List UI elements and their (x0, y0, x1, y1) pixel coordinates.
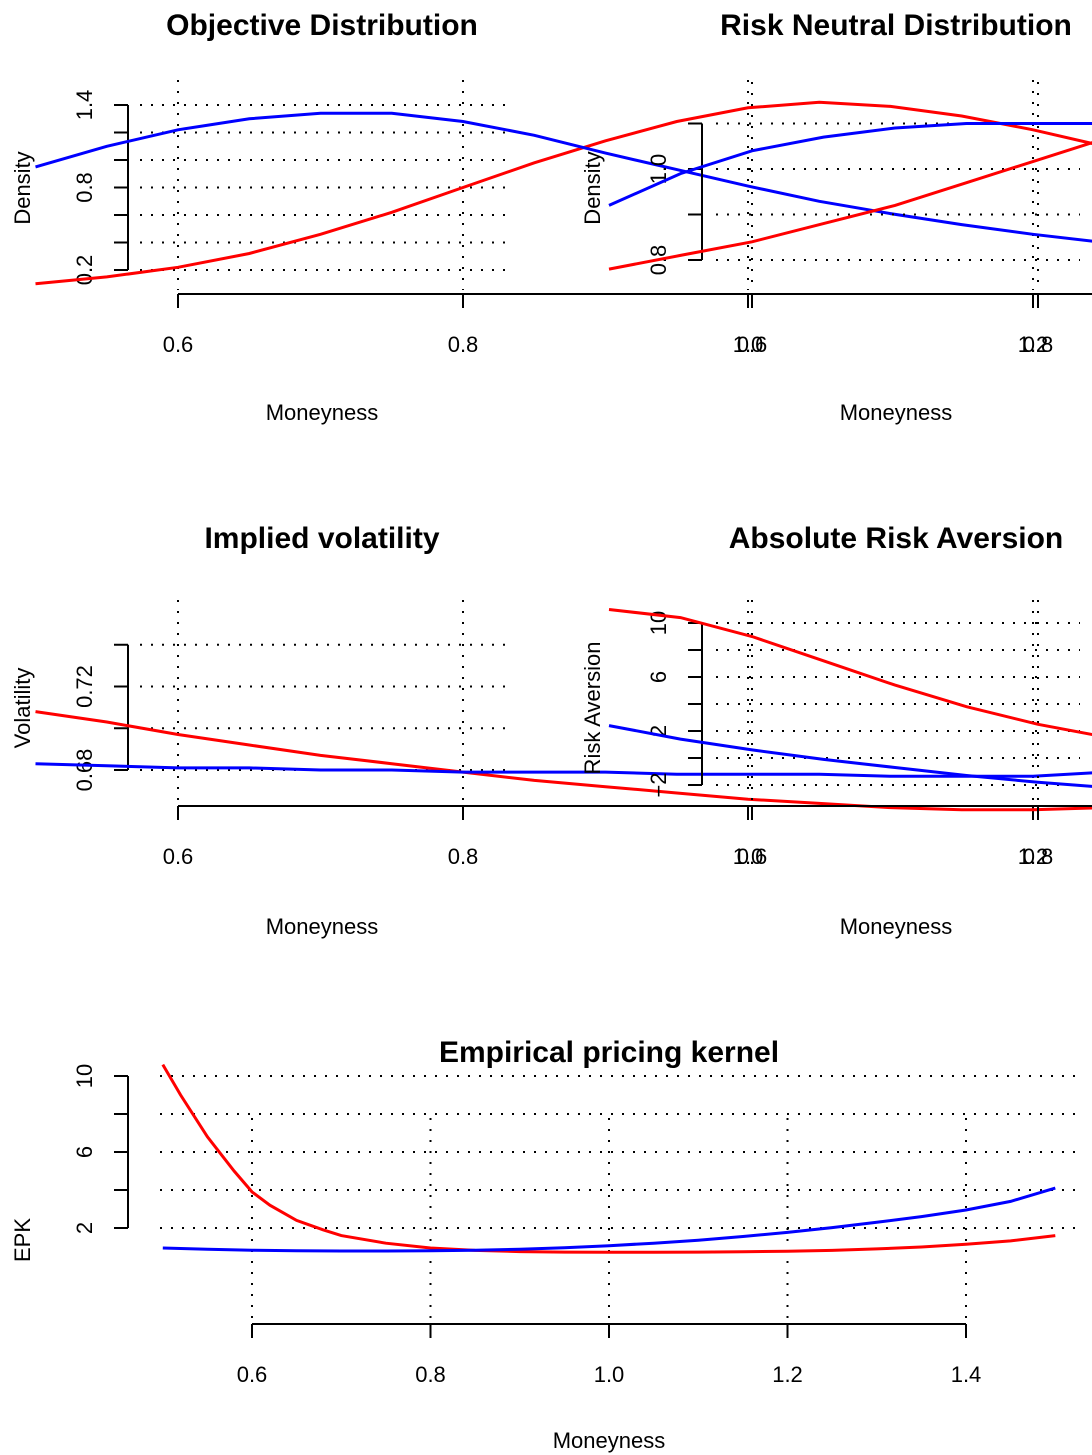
x-axis-label: Moneyness (840, 400, 953, 425)
y-axis-label: Density (10, 151, 35, 224)
series (608, 122, 1092, 271)
series-line-blue (608, 122, 1092, 207)
x-axis: 0.6 0.8 1.0 1.2 1.4 (237, 1323, 982, 1387)
y-tick-label: 6 (72, 1146, 97, 1158)
series-line-red (608, 608, 1092, 737)
x-tick-label: 1.0 (594, 1362, 625, 1387)
y-tick-label: 0.68 (72, 749, 97, 792)
series-line-blue (162, 1186, 1056, 1253)
y-axis-label: Density (580, 151, 605, 224)
y-axis: 0.20.81.4 (72, 90, 129, 285)
chart-title: Empirical pricing kernel (439, 1036, 779, 1069)
x-tick-label: 0.8 (448, 844, 479, 869)
x-axis-label: Moneyness (266, 914, 379, 939)
x-tick-label: 0.8 (1023, 332, 1054, 357)
chart-title: Risk Neutral Distribution (720, 9, 1072, 42)
series-line-red (161, 1063, 1056, 1254)
series-line-blue (35, 111, 1092, 243)
series-line-red (608, 141, 1092, 271)
y-axis-label: Volatility (10, 668, 35, 749)
x-axis: 0.60.81.01.21.4 (163, 293, 1092, 357)
series (608, 608, 1092, 788)
chart-title: Implied volatility (204, 522, 439, 555)
series-line-blue (608, 724, 1092, 788)
x-tick-label: 1.2 (1018, 844, 1049, 869)
y-tick-label: 6 (646, 671, 671, 683)
y-axis-label: Risk Aversion (580, 642, 605, 775)
series (35, 100, 1092, 286)
x-tick-label: 0.6 (237, 1362, 268, 1387)
y-tick-label: 1.4 (72, 90, 97, 121)
grid (716, 82, 1080, 288)
x-axis: 0.60.81.01.21.4 (737, 293, 1092, 357)
x-tick-label: 0.8 (448, 332, 479, 357)
x-tick-label: 1.0 (733, 332, 764, 357)
grid (716, 600, 1080, 800)
x-tick-label: 0.8 (1023, 844, 1054, 869)
x-axis-label: Moneyness (840, 914, 953, 939)
x-tick-label: 0.6 (737, 332, 768, 357)
y-tick-label: 2 (72, 1222, 97, 1234)
y-axis: 0.68 0.72 (72, 643, 129, 792)
y-axis: 0.81.0 (646, 122, 703, 275)
y-tick-label: 0.72 (72, 665, 97, 708)
series (161, 1063, 1056, 1254)
x-axis: 0.60.81.01.21.4 (163, 805, 1092, 869)
x-tick-label: 0.6 (163, 332, 194, 357)
grid (140, 80, 1034, 290)
x-tick-label: 0.6 (737, 844, 768, 869)
chart-title: Absolute Risk Aversion (729, 522, 1064, 555)
x-tick-label: 1.0 (733, 844, 764, 869)
chart-panel-5: 0.6 0.8 1.0 1.2 1.4 2 6 10 Empirical pricing ker… (10, 1036, 1080, 1453)
x-tick-label: 0.8 (415, 1362, 446, 1387)
x-axis: 0.60.81.01.21.4 (737, 805, 1092, 869)
x-tick-label: 0.6 (163, 844, 194, 869)
grid (160, 1075, 1080, 1326)
y-tick-label: −2 (646, 772, 671, 797)
series (35, 710, 1092, 812)
x-tick-label: 1.2 (772, 1362, 803, 1387)
y-axis-label: EPK (10, 1218, 35, 1262)
series-line-red (35, 710, 1092, 812)
series-line-red (35, 100, 1092, 286)
y-tick-label: 10 (72, 1064, 97, 1088)
series-line-blue (35, 762, 1092, 778)
x-axis-label: Moneyness (553, 1428, 666, 1453)
x-axis-label: Moneyness (266, 400, 379, 425)
y-axis: 2 6 10 (72, 1064, 129, 1234)
chart-title: Objective Distribution (166, 9, 478, 42)
y-tick-label: 0.8 (72, 172, 97, 203)
x-tick-label: 1.2 (1018, 332, 1049, 357)
x-tick-label: 1.4 (951, 1362, 982, 1387)
